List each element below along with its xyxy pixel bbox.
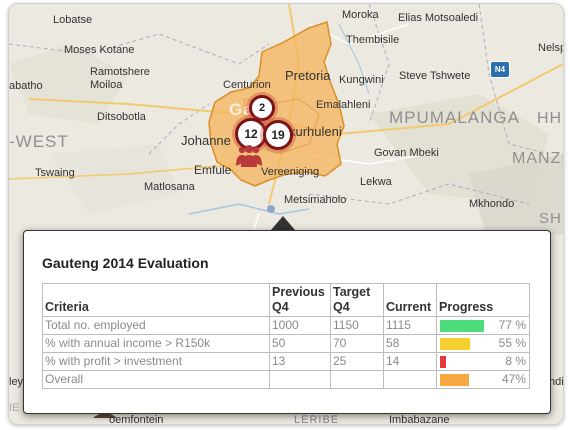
place-govan-mbeki: Govan Mbeki [374,147,439,159]
cell-criteria: % with profit > investment [42,352,270,371]
place-vereeniging: Vereeniging [261,166,320,178]
cell-criteria: % with annual income > R150k [42,334,270,353]
cell-progress: 8 % [436,352,530,371]
cell-target: 70 [330,334,384,353]
place-ndi: ndi [549,376,564,388]
cell-previous: 13 [269,352,331,371]
place-lekwa: Lekwa [360,176,392,188]
evaluation-table: Criteria Previous Q4 Target Q4 Current P… [42,283,530,389]
region-shi: SHI [539,210,563,227]
place-bloemfontein: oemfontein [109,414,164,425]
column-header-progress: Progress [436,283,530,317]
cell-criteria: Total no. employed [42,316,270,335]
cell-current [383,370,437,389]
place-ramotshere-moiloa: Ramotshere Moiloa [90,66,150,91]
place-emalahleni: Emalahleni [316,99,371,111]
cell-progress: 77 % [436,316,530,335]
place-metsimaholo: Metsimaholo [284,194,347,206]
place-leribe: LERIBE [294,414,340,425]
place-ie: IE [9,402,20,414]
popup-title: Gauteng 2014 Evaluation [42,255,209,271]
route-badge-n4: N4 [490,61,510,78]
place-nelspruit: Nelsp [538,42,564,54]
people-icon[interactable] [235,144,263,168]
cell-previous: 1000 [269,316,331,335]
cell-current: 1115 [383,316,437,335]
place-kungwini: Kungwini [339,74,384,86]
place-elias-motsoaledi: Elias Motsoaledi [398,12,479,24]
place-tswaing: Tswaing [35,167,75,179]
place-moroka: Moroka [342,9,379,21]
cell-criteria: Overall [42,370,270,389]
place-mkhondo: Mkhondo [469,198,515,210]
progress-value: 55 % [498,336,526,350]
table-row: % with annual income > R150k 50 70 58 55… [42,334,530,353]
cell-current: 58 [383,334,437,353]
cluster-marker[interactable]: 2 [249,95,275,121]
progress-value: 77 % [498,318,526,332]
progress-bar [440,338,470,350]
place-imbabazane: Imbabazane [389,414,450,425]
popup-pointer [271,216,295,230]
cell-target [330,370,384,389]
cluster-marker[interactable]: 19 [263,120,293,150]
place-moses-kotane: Moses Kotane [64,44,135,56]
place-steve-tshwete: Steve Tshwete [399,70,471,82]
region-hh: HH [537,110,563,127]
progress-bar [440,320,484,332]
place-emfuleni: Emfule [194,163,232,177]
place-matlosana: Matlosana [144,181,195,193]
place-ley: ley [9,376,24,388]
cell-current: 14 [383,352,437,371]
place-pretoria: Pretoria [285,68,331,83]
progress-value: 47% [501,372,526,386]
column-header-criteria: Criteria [42,283,270,317]
progress-value: 8 % [505,354,526,368]
place-ekurhuleni: kurhuleni [289,124,342,139]
region-north-west: -WEST [9,132,69,151]
progress-bar [440,374,470,386]
cell-progress: 47% [436,370,530,389]
place-lobatse: Lobatse [53,14,93,26]
column-header-previous: Previous Q4 [269,283,331,317]
map-widget: Lobatse Moroka Elias Motsoaledi Thembisi… [8,3,564,425]
table-row: Total no. employed 1000 1150 1115 77 % [42,316,530,335]
evaluation-popup: Gauteng 2014 Evaluation Criteria Previou… [23,230,551,414]
place-centurion: Centurion [223,79,271,91]
progress-bar [440,356,447,368]
place-abatho: abatho [9,80,43,92]
region-mpumalanga: MPUMALANGA [389,108,520,127]
cell-target: 1150 [330,316,384,335]
column-header-current: Current [383,283,437,317]
cell-previous [269,370,331,389]
table-header-row: Criteria Previous Q4 Target Q4 Current P… [42,283,530,317]
table-row: % with profit > investment 13 25 14 8 % [42,352,530,371]
region-manzini: MANZIN [512,150,563,167]
place-thembisile: Thembisile [346,34,400,46]
place-johannesburg: Johanne [181,133,231,148]
place-ditsobotla: Ditsobotla [97,111,146,123]
table-row: Overall 47% [42,370,530,389]
cell-previous: 50 [269,334,331,353]
cell-target: 25 [330,352,384,371]
column-header-target: Target Q4 [330,283,384,317]
cell-progress: 55 % [436,334,530,353]
